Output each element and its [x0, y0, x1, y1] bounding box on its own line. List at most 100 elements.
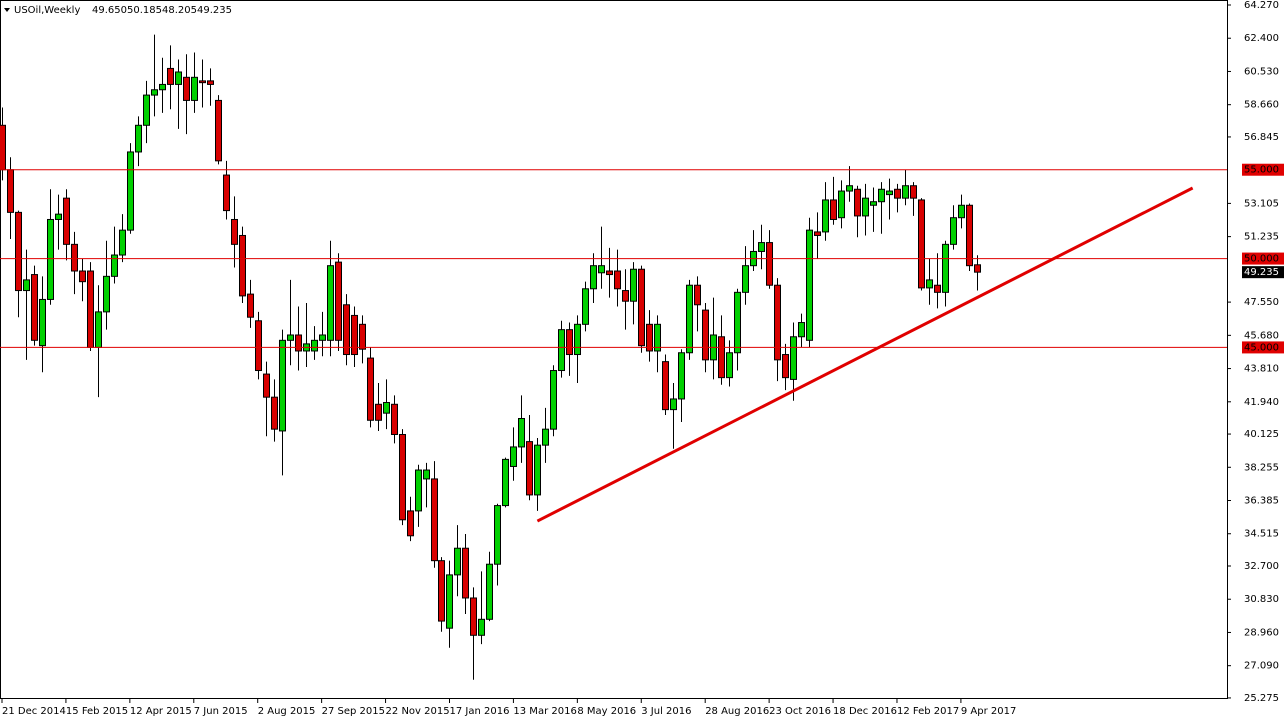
candle-body — [974, 264, 981, 273]
y-tick-label: 38.255 — [1244, 462, 1279, 473]
candle-body — [918, 199, 925, 289]
candle-body — [694, 284, 701, 306]
candle-body — [718, 336, 725, 379]
candle-body — [367, 357, 374, 421]
x-tick-label: 9 Apr 2017 — [961, 706, 1016, 717]
candle-body — [39, 298, 46, 347]
candle-body — [934, 284, 941, 293]
x-tick-label: 8 May 2016 — [577, 706, 636, 717]
candle-body — [670, 398, 677, 411]
candle-body — [790, 336, 797, 380]
y-tick-label: 36.385 — [1244, 496, 1279, 507]
x-tick-label: 2 Aug 2015 — [258, 706, 316, 717]
candle-body — [391, 403, 398, 435]
y-tick-label: 30.830 — [1244, 594, 1279, 605]
candle-body — [758, 242, 765, 252]
candle-body — [351, 314, 358, 356]
price-label-box — [1242, 252, 1284, 265]
candle-body — [167, 67, 174, 85]
y-tick-label: 28.960 — [1244, 627, 1279, 638]
candle-body — [886, 190, 893, 196]
candle-body — [239, 234, 246, 297]
y-tick-label: 62.400 — [1244, 33, 1279, 44]
candle-body — [79, 270, 86, 283]
candle-body — [247, 293, 254, 318]
x-tick-label: 12 Apr 2015 — [130, 706, 192, 717]
header-high: 50.185 — [127, 5, 162, 16]
header-low: 48.205 — [162, 5, 197, 16]
candle-body — [135, 124, 142, 153]
candle-body — [470, 597, 477, 636]
candle-body — [319, 334, 326, 341]
x-tick-label: 12 Feb 2017 — [897, 706, 959, 717]
candle-body — [462, 547, 469, 599]
x-tick-label: 3 Jul 2016 — [641, 706, 691, 717]
candle-body — [47, 218, 54, 300]
candle-body — [175, 71, 182, 85]
candle-body — [726, 352, 733, 379]
candle-body — [23, 279, 30, 292]
price-label: 50.000 — [1244, 254, 1279, 265]
candle-body — [415, 469, 422, 512]
candle-body — [870, 201, 877, 206]
price-label-box — [1242, 341, 1284, 354]
y-tick-label: 43.810 — [1244, 364, 1279, 375]
y-tick-label: 60.530 — [1244, 66, 1279, 77]
y-tick-label: 53.105 — [1244, 198, 1279, 209]
candle-body — [446, 574, 453, 629]
candle-body — [15, 211, 22, 292]
candle-body — [534, 444, 541, 496]
candle-body — [271, 396, 278, 430]
candle-body — [119, 229, 126, 256]
candle-body — [63, 197, 70, 245]
trend-line — [536, 186, 1194, 523]
candle-body — [550, 370, 557, 430]
candle-body — [910, 185, 917, 199]
candle-body — [854, 188, 861, 217]
candle-body — [950, 217, 957, 245]
candle-body — [902, 185, 909, 199]
candle-body — [622, 290, 629, 302]
candle-body — [127, 151, 134, 231]
candle-body — [494, 505, 501, 565]
candle-body — [638, 268, 645, 347]
candle-body — [814, 231, 821, 236]
y-tick-label: 56.845 — [1244, 132, 1279, 143]
candle-body — [159, 83, 166, 91]
x-tick-label: 15 Feb 2015 — [66, 706, 128, 717]
price-label: 55.000 — [1244, 165, 1279, 176]
candle-body — [263, 373, 270, 398]
header-close: 49.235 — [197, 5, 232, 16]
candle-body — [502, 458, 509, 507]
candle-body — [375, 403, 382, 421]
candle-body — [327, 265, 334, 341]
candle-body — [806, 229, 813, 341]
candle-body — [542, 428, 549, 446]
candle-body — [191, 76, 198, 101]
candle-body — [103, 275, 110, 313]
y-tick-label: 25.275 — [1244, 693, 1279, 704]
candle-body — [878, 188, 885, 203]
candle-body — [151, 89, 158, 96]
candle-body — [614, 270, 621, 290]
x-tick-label: 7 Jun 2015 — [194, 706, 248, 717]
candle-body — [343, 304, 350, 356]
y-tick-label: 27.090 — [1244, 661, 1279, 672]
candle-body — [31, 274, 38, 341]
x-tick-label: 18 Dec 2016 — [833, 706, 897, 717]
y-tick-label: 64.270 — [1244, 0, 1279, 11]
candle-body — [662, 361, 669, 411]
x-tick-label: 27 Sep 2015 — [322, 706, 385, 717]
price-label: 45.000 — [1244, 342, 1279, 353]
candle-body — [478, 618, 485, 636]
candle-body — [558, 329, 565, 372]
candle-body — [766, 242, 773, 286]
header-open: 49.650 — [92, 5, 127, 16]
candle-body — [0, 124, 6, 171]
candle-body — [55, 213, 62, 220]
x-tick-label: 22 Nov 2015 — [386, 706, 450, 717]
candle-body — [199, 80, 206, 84]
candle-body — [630, 268, 637, 302]
candle-body — [966, 204, 973, 267]
